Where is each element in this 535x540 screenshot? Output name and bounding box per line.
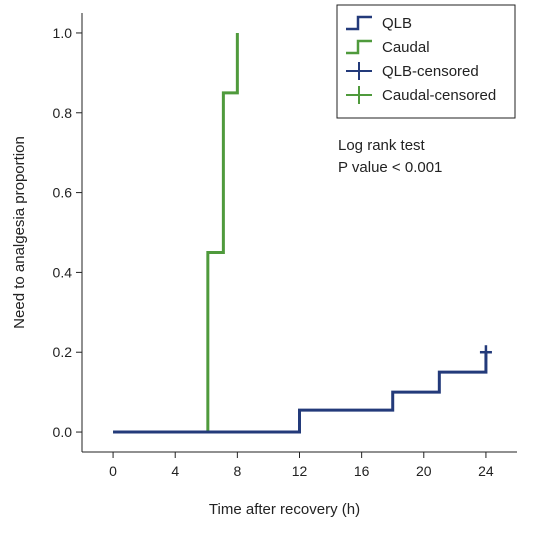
y-tick-label: 0.8 (53, 105, 73, 121)
y-tick-label: 1.0 (53, 25, 73, 41)
legend-label: Caudal (382, 39, 430, 56)
legend-step-marker (346, 39, 372, 55)
legend-box (336, 4, 516, 119)
x-tick-label: 24 (478, 463, 494, 479)
annotation-line: P value < 0.001 (338, 159, 442, 176)
x-tick-label: 16 (354, 463, 370, 479)
y-axis-label: Need to analgesia proportion (11, 136, 28, 329)
y-tick-label: 0.6 (53, 185, 73, 201)
x-tick-label: 8 (233, 463, 241, 479)
annotation-line: Log rank test (338, 137, 426, 154)
x-tick-label: 4 (171, 463, 179, 479)
y-tick-label: 0.4 (53, 264, 73, 280)
x-axis-label: Time after recovery (h) (209, 501, 360, 518)
x-tick-label: 12 (292, 463, 308, 479)
legend-step-marker (346, 15, 372, 31)
x-tick-label: 0 (109, 463, 117, 479)
series-line-qlb (113, 352, 488, 434)
legend-label: QLB (382, 15, 412, 32)
x-tick-label: 20 (416, 463, 432, 479)
y-tick-label: 0.2 (53, 344, 73, 360)
legend-label: Caudal-censored (382, 87, 496, 104)
annotation: Log rank test P value < 0.001 (338, 137, 442, 176)
legend-item: QLB-censored (346, 62, 479, 80)
legend-item: QLB (346, 15, 412, 32)
series-line-caudal (113, 32, 239, 434)
legend-item: Caudal-censored (346, 86, 496, 104)
legend-label: QLB-censored (382, 63, 479, 80)
legend-item: Caudal (346, 39, 430, 56)
plot-area (113, 32, 492, 434)
legend: QLB Caudal QLB-censored Caudal-censored (336, 4, 516, 119)
y-tick-label: 0.0 (53, 424, 73, 440)
axes: 0 4 8 12 16 20 24 0.0 0.2 0.4 0.6 0.8 1.0 Time after … (11, 13, 517, 518)
